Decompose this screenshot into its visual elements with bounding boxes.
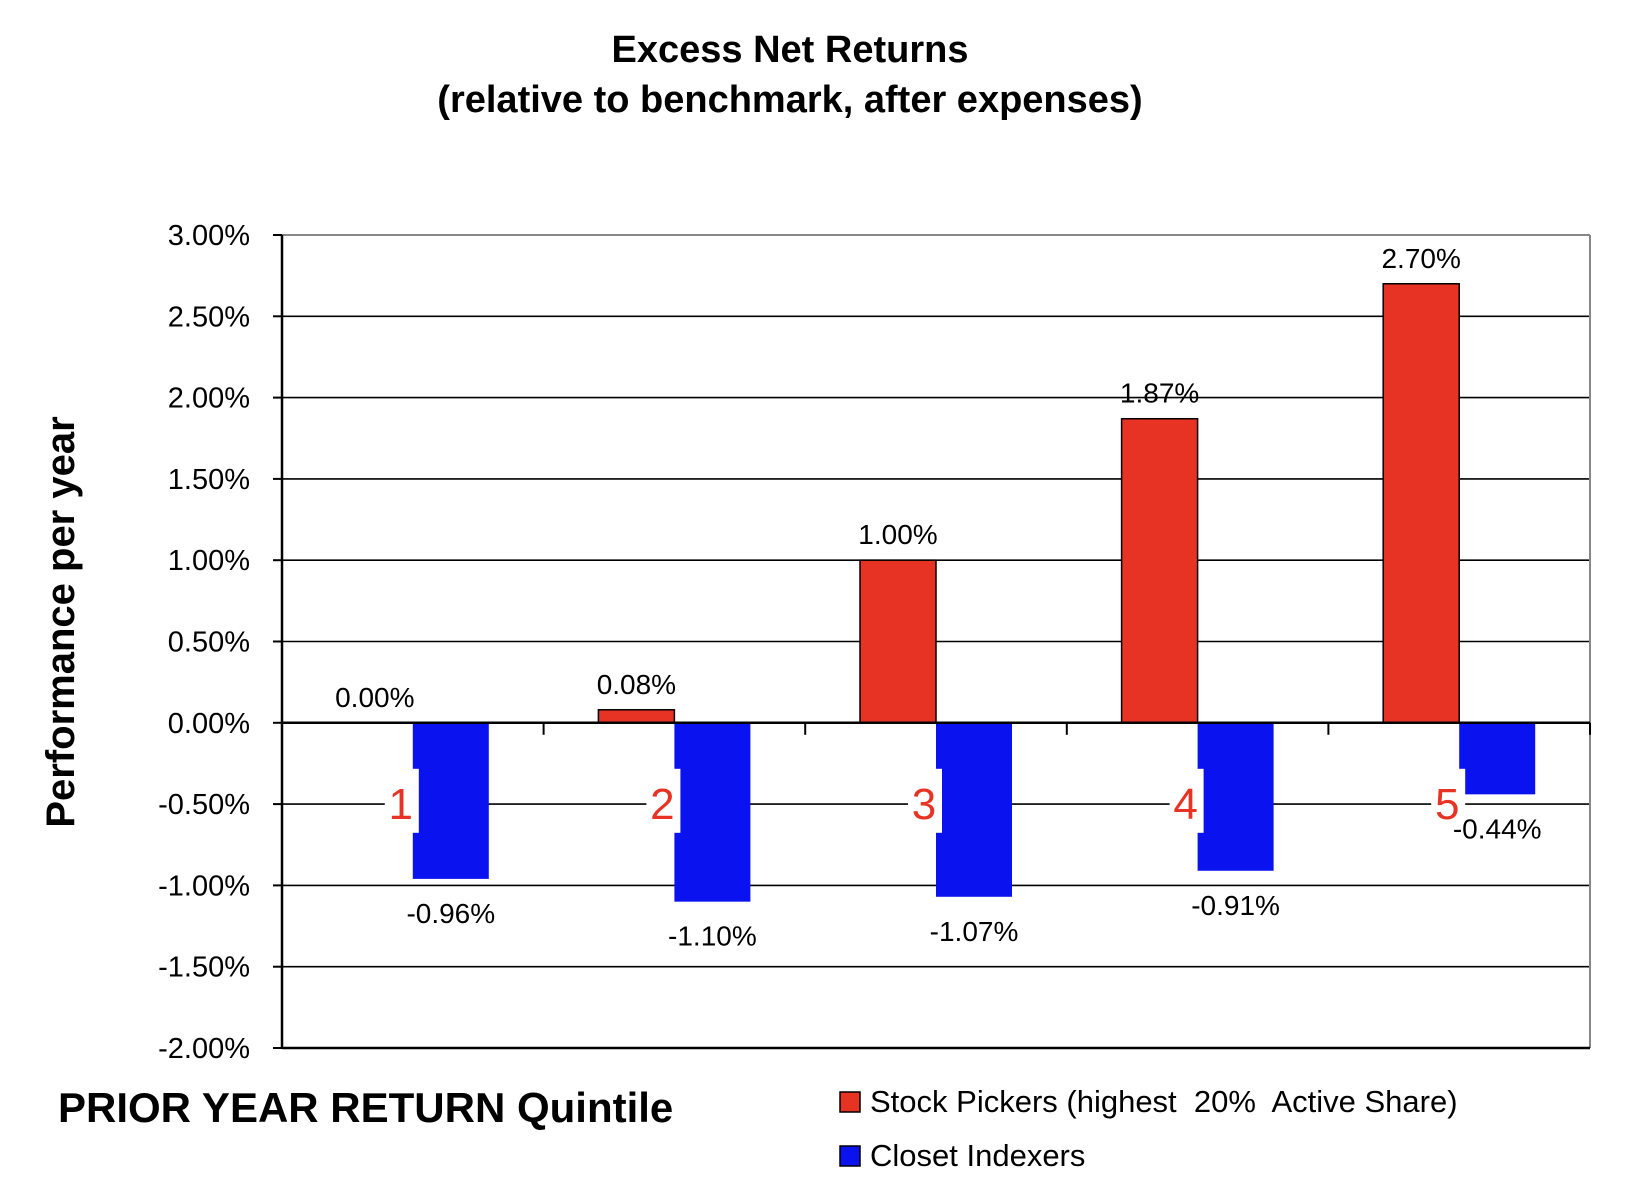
bar-stock-pickers bbox=[597, 709, 676, 724]
category-label: 3 bbox=[912, 780, 936, 829]
x-axis-label: PRIOR YEAR RETURN Quintile bbox=[58, 1084, 673, 1131]
legend: Stock Pickers (highest 20% Active Share)… bbox=[839, 1084, 1458, 1173]
data-label-closet-indexers: -1.07% bbox=[930, 916, 1019, 947]
category-label-box bbox=[1169, 768, 1204, 833]
y-tick-label: -2.00% bbox=[158, 1033, 250, 1065]
category-label-box bbox=[384, 768, 419, 833]
category-label: 2 bbox=[650, 780, 674, 829]
data-label-stock-pickers: 0.00% bbox=[335, 682, 414, 713]
category-label: 5 bbox=[1435, 780, 1459, 829]
y-tick-label: 0.50% bbox=[168, 627, 250, 659]
category-label-box bbox=[646, 768, 681, 833]
chart-title: Excess Net Returns bbox=[612, 29, 969, 71]
data-labels: 0.00% 1 -0.96% 0.08% 2 -1.10% 1.00% 3 -1.07% 1.87… bbox=[335, 243, 1541, 952]
category-label-box bbox=[908, 768, 942, 833]
y-tick-label: 0.00% bbox=[168, 708, 250, 740]
y-tick-label: 1.50% bbox=[168, 464, 250, 496]
category-label: 1 bbox=[389, 780, 413, 829]
bars bbox=[412, 283, 1536, 902]
data-label-stock-pickers: 1.87% bbox=[1120, 378, 1199, 409]
bar-closet-indexers bbox=[412, 722, 489, 879]
bar-closet-indexers bbox=[674, 722, 751, 902]
bar-closet-indexers bbox=[1459, 722, 1536, 795]
y-tick-label: 3.00% bbox=[168, 220, 250, 252]
chart-subtitle: (relative to benchmark, after expenses) bbox=[437, 79, 1142, 121]
legend-swatch-stock-pickers bbox=[839, 1091, 861, 1113]
bar-stock-pickers bbox=[859, 559, 937, 724]
data-label-stock-pickers: 1.00% bbox=[858, 519, 937, 550]
bar-closet-indexers bbox=[1197, 722, 1274, 871]
y-axis-label: Performance per year bbox=[39, 416, 83, 827]
data-label-stock-pickers: 0.08% bbox=[597, 669, 676, 700]
data-label-stock-pickers: 2.70% bbox=[1381, 243, 1460, 274]
data-label-closet-indexers: -0.44% bbox=[1453, 813, 1542, 844]
y-tick-label: -1.00% bbox=[158, 870, 250, 902]
data-label-closet-indexers: -0.96% bbox=[406, 898, 495, 929]
legend-label-stock-pickers: Stock Pickers (highest 20% Active Share) bbox=[870, 1084, 1458, 1119]
y-tick-label: 2.00% bbox=[168, 383, 250, 415]
category-label: 4 bbox=[1173, 780, 1197, 829]
bar-stock-pickers bbox=[1382, 283, 1460, 724]
bar-stock-pickers bbox=[1120, 417, 1199, 724]
legend-label-closet-indexers: Closet Indexers bbox=[870, 1138, 1085, 1173]
data-label-closet-indexers: -1.10% bbox=[668, 921, 757, 952]
data-label-closet-indexers: -0.91% bbox=[1191, 890, 1280, 921]
axes: 3.00% 2.50% 2.00% 1.50% 1.00% 0.50% 0.00% -0.50… bbox=[158, 220, 1591, 1065]
y-tick-label: -0.50% bbox=[158, 789, 250, 821]
y-tick-label: 1.00% bbox=[168, 545, 250, 577]
legend-swatch-closet-indexers bbox=[839, 1145, 861, 1167]
y-tick-label: -1.50% bbox=[158, 952, 250, 984]
category-label-box bbox=[1431, 768, 1466, 833]
y-tick-label: 2.50% bbox=[168, 301, 250, 333]
bar-closet-indexers bbox=[936, 722, 1012, 897]
